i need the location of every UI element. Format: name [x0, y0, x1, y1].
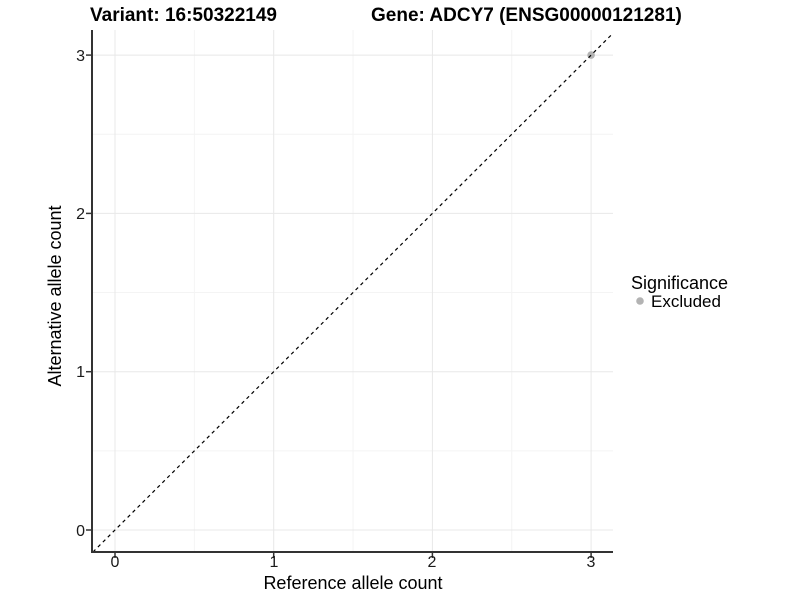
legend-dot — [636, 297, 644, 305]
plot-panel — [86, 30, 614, 558]
y-tick-label-3: 3 — [76, 48, 85, 65]
legend: Significance Excluded — [631, 273, 728, 311]
y-tick-label-0: 0 — [76, 523, 85, 540]
plot-title-variant: Variant: 16:50322149 — [90, 5, 277, 26]
x-tick-label-3: 3 — [587, 554, 596, 571]
y-tick-label-2: 2 — [76, 206, 85, 223]
y-tick-label-1: 1 — [76, 364, 85, 381]
plot-title-gene: Gene: ADCY7 (ENSG00000121281) — [371, 5, 682, 26]
x-tick-label-2: 2 — [428, 554, 437, 571]
x-axis-title: Reference allele count — [263, 573, 442, 593]
x-tick-label-0: 0 — [111, 554, 120, 571]
y-axis-title: Alternative allele count — [45, 205, 65, 386]
legend-item-label: Excluded — [651, 292, 721, 311]
x-tick-label-1: 1 — [270, 554, 279, 571]
legend-title: Significance — [631, 273, 728, 293]
